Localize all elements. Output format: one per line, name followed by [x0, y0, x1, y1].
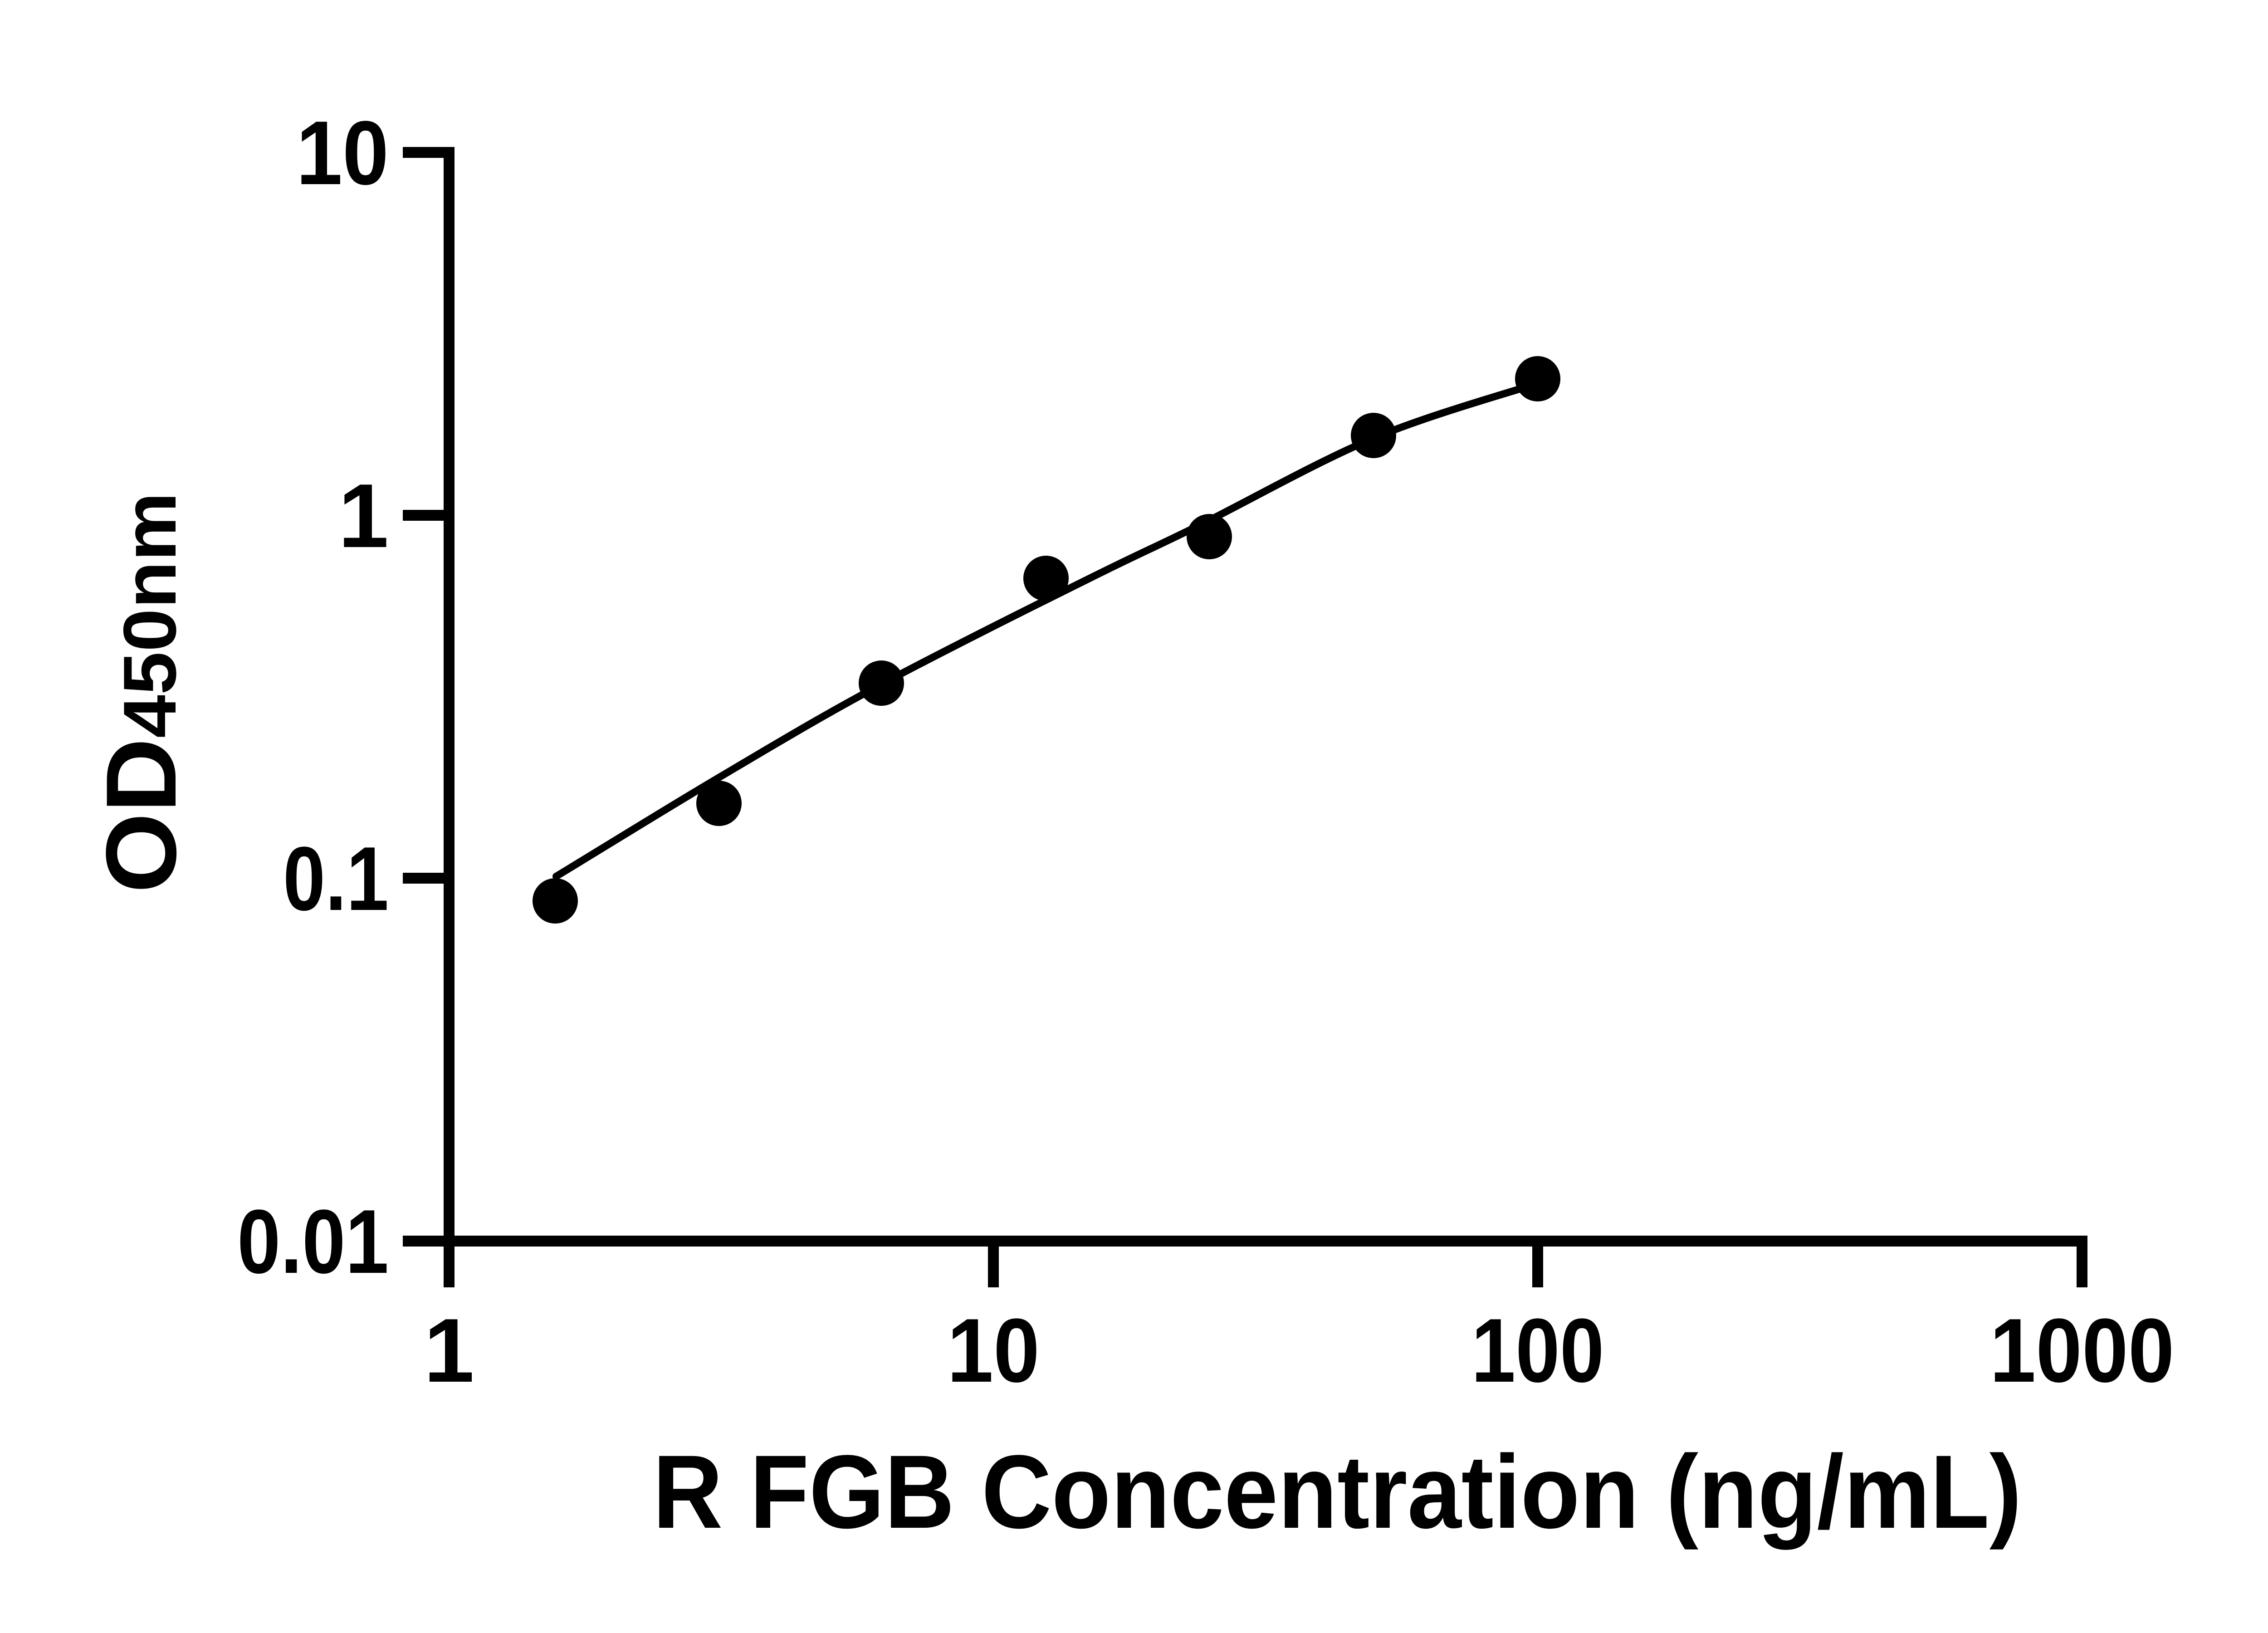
- svg-text:OD450nm: OD450nm: [85, 492, 197, 893]
- svg-text:10: 10: [947, 1300, 1040, 1401]
- svg-text:100: 100: [1471, 1300, 1604, 1401]
- svg-text:R FGB Concentration (ng/mL): R FGB Concentration (ng/mL): [653, 1433, 2022, 1550]
- svg-text:10: 10: [296, 103, 389, 204]
- svg-text:1000: 1000: [1990, 1300, 2175, 1401]
- svg-text:0.01: 0.01: [237, 1191, 389, 1292]
- svg-text:1: 1: [338, 465, 389, 567]
- svg-text:1: 1: [424, 1300, 474, 1401]
- svg-text:0.1: 0.1: [283, 828, 389, 929]
